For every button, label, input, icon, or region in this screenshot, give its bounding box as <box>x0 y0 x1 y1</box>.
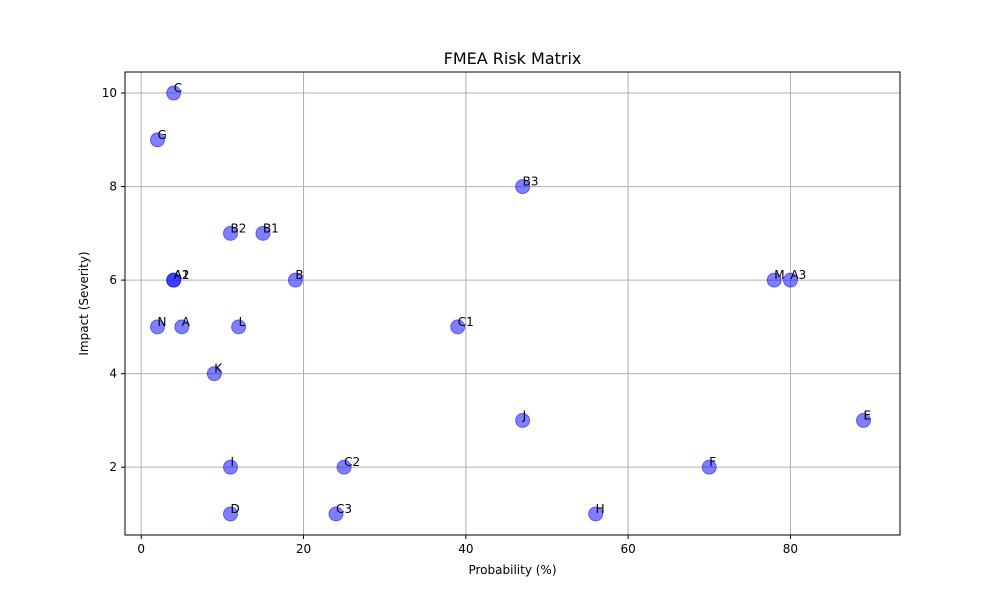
data-points <box>149 85 871 522</box>
data-point-c2 <box>336 459 352 475</box>
point-label-c: C <box>174 81 182 95</box>
data-point-b3 <box>515 179 531 195</box>
point-label-c2: C2 <box>344 455 360 469</box>
data-point-a2 <box>166 272 182 288</box>
x-tick-label: 20 <box>296 542 311 556</box>
data-point-a <box>174 319 190 335</box>
point-label-e: E <box>863 408 871 422</box>
x-tick-label: 40 <box>458 542 473 556</box>
data-point-k <box>206 366 222 382</box>
point-label-b3: B3 <box>523 175 539 189</box>
point-label-a1: A1 <box>174 268 190 282</box>
data-point-b1 <box>255 225 271 241</box>
y-tick-label: 8 <box>109 180 117 194</box>
point-label-l: L <box>239 315 246 329</box>
data-point-f <box>701 459 717 475</box>
data-point-a3 <box>782 272 798 288</box>
point-label-c1: C1 <box>458 315 474 329</box>
data-point-c <box>166 85 182 101</box>
point-label-a2: A2 <box>174 268 190 282</box>
grid-lines <box>125 72 900 535</box>
x-tick-label: 0 <box>137 542 145 556</box>
point-label-h: H <box>596 502 605 516</box>
y-axis-label: Impact (Severity) <box>77 251 91 355</box>
y-tick-label: 4 <box>109 367 117 381</box>
point-label-f: F <box>709 455 716 469</box>
point-label-k: K <box>214 362 223 376</box>
point-label-n: N <box>157 315 166 329</box>
point-label-c3: C3 <box>336 502 352 516</box>
axis-ticks: 0 20 40 60 80 2 4 6 8 10 <box>102 86 798 556</box>
data-point-h <box>588 506 604 522</box>
chart-title: FMEA Risk Matrix <box>444 49 582 68</box>
point-label-i: I <box>230 455 234 469</box>
point-label-d: D <box>230 502 239 516</box>
point-label-a: A <box>182 315 191 329</box>
x-axis-label: Probability (%) <box>468 563 556 577</box>
data-point-d <box>222 506 238 522</box>
data-point-n <box>149 319 165 335</box>
point-label-g: G <box>157 128 166 142</box>
point-label-j: J <box>522 408 527 422</box>
y-tick-label: 2 <box>109 460 117 474</box>
data-point-j <box>515 412 531 428</box>
data-point-c1 <box>450 319 466 335</box>
x-tick-label: 80 <box>783 542 798 556</box>
data-point-i <box>222 459 238 475</box>
data-point-g <box>149 132 165 148</box>
point-label-m: M <box>774 268 784 282</box>
point-label-b2: B2 <box>230 221 246 235</box>
y-tick-label: 6 <box>109 273 117 287</box>
x-tick-label: 60 <box>621 542 636 556</box>
data-point-m <box>766 272 782 288</box>
point-label-b1: B1 <box>263 221 279 235</box>
data-point-b2 <box>222 225 238 241</box>
data-point-b <box>287 272 303 288</box>
data-point-e <box>855 412 871 428</box>
y-tick-label: 10 <box>102 86 117 100</box>
point-label-a3: A3 <box>790 268 806 282</box>
data-point-l <box>231 319 247 335</box>
data-point-c3 <box>328 506 344 522</box>
point-label-b: B <box>295 268 303 282</box>
plot-frame <box>124 71 901 536</box>
